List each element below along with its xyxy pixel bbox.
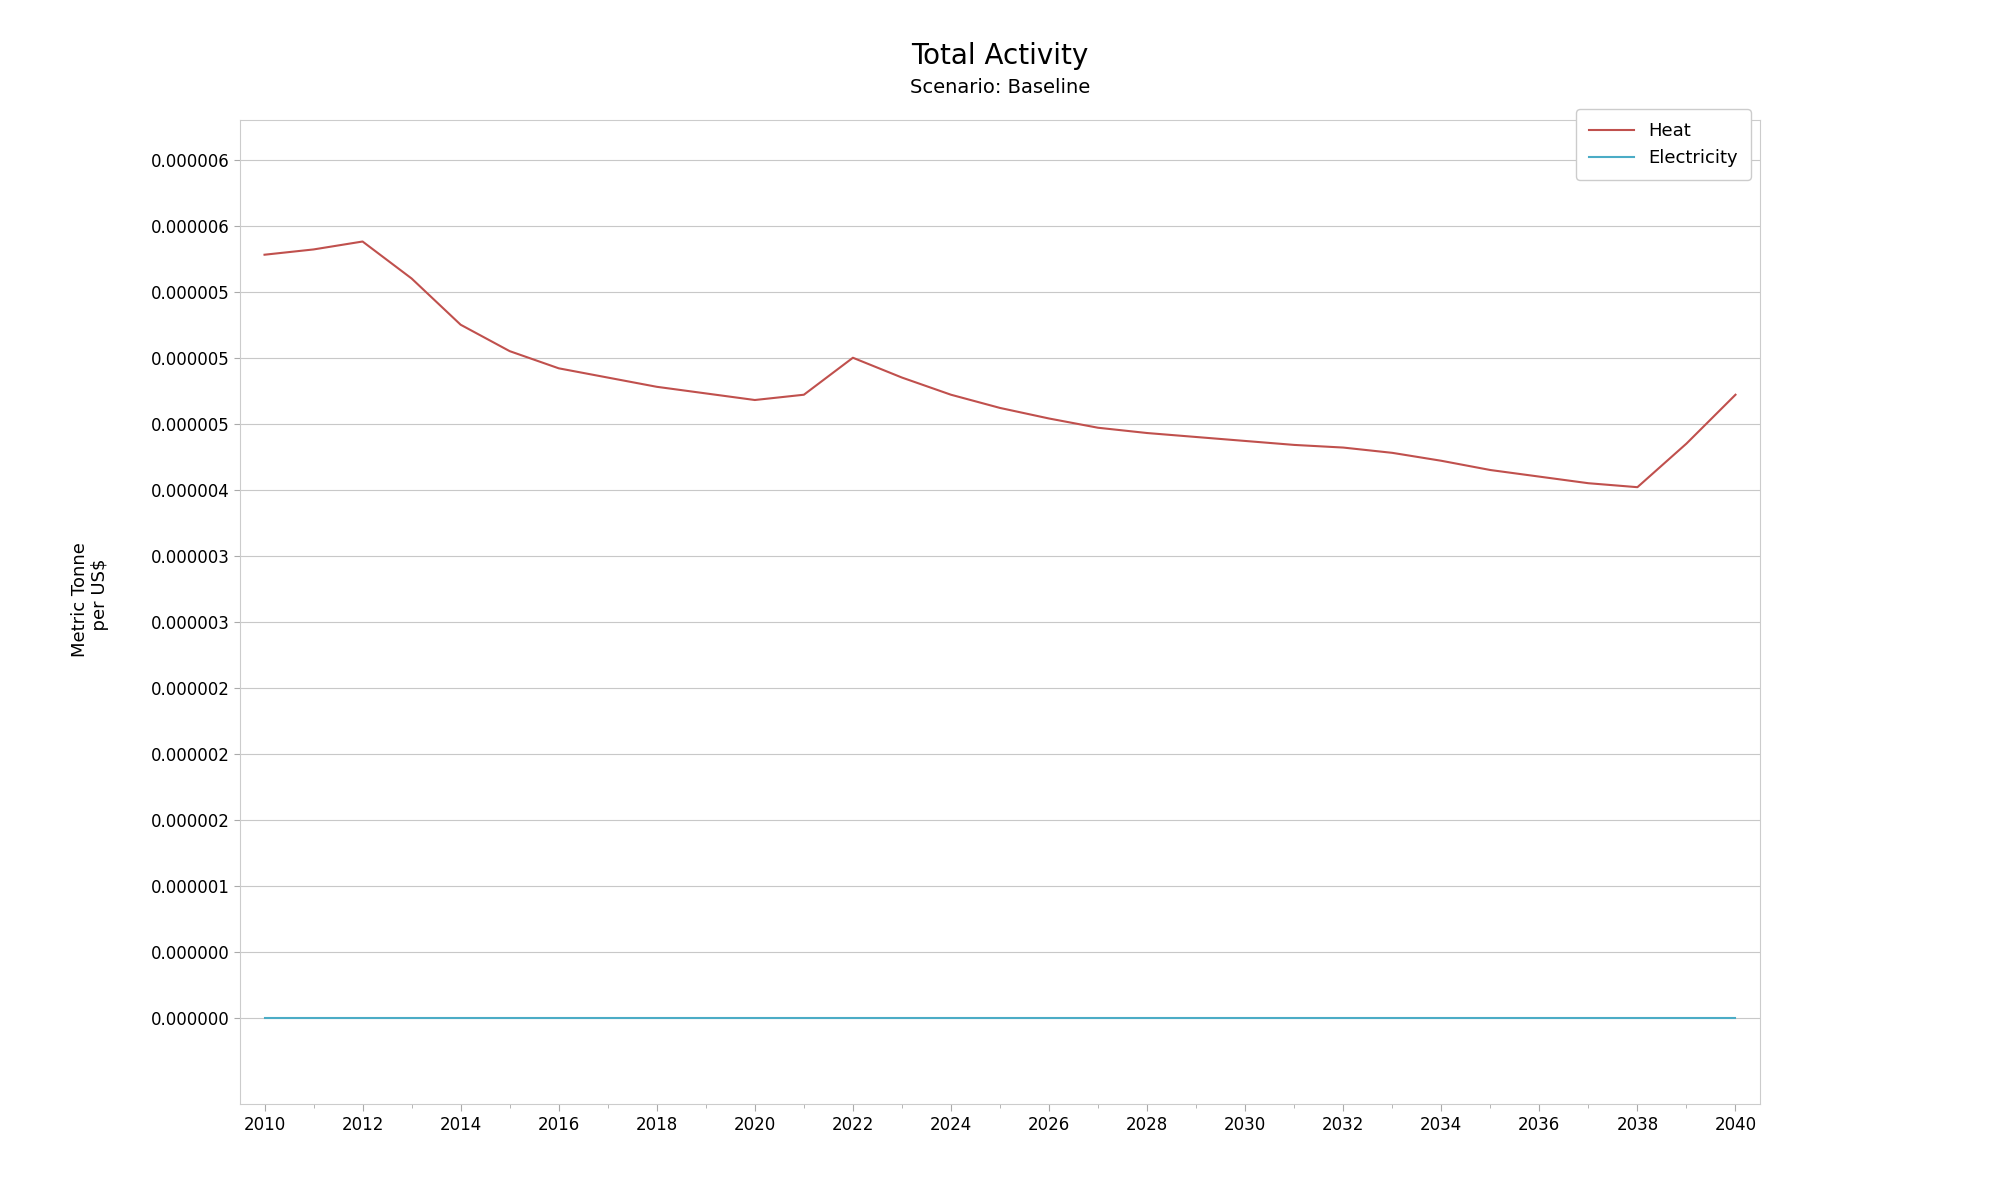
Heat <box>1380 445 1404 460</box>
Line: Heat: Heat <box>264 241 1736 487</box>
Heat <box>1282 438 1306 452</box>
Heat <box>1674 437 1698 451</box>
Electricity <box>1380 1010 1404 1025</box>
Text: Scenario: Baseline: Scenario: Baseline <box>910 78 1090 97</box>
Electricity <box>938 1010 962 1025</box>
Electricity <box>1038 1010 1062 1025</box>
Heat <box>988 401 1012 415</box>
Electricity <box>1576 1010 1600 1025</box>
Heat <box>596 371 620 385</box>
Heat <box>350 234 374 248</box>
Heat <box>1430 454 1454 468</box>
Electricity <box>1528 1010 1552 1025</box>
Electricity <box>742 1010 766 1025</box>
Heat <box>890 371 914 385</box>
Electricity <box>400 1010 424 1025</box>
Heat <box>1576 476 1600 491</box>
Heat <box>792 388 816 402</box>
Heat <box>938 388 962 402</box>
Electricity <box>498 1010 522 1025</box>
Electricity <box>448 1010 472 1025</box>
Electricity <box>644 1010 668 1025</box>
Heat <box>1724 388 1748 402</box>
Text: Total Activity: Total Activity <box>912 42 1088 70</box>
Electricity <box>1430 1010 1454 1025</box>
Electricity <box>302 1010 326 1025</box>
Electricity <box>694 1010 718 1025</box>
Electricity <box>1724 1010 1748 1025</box>
Electricity <box>1136 1010 1160 1025</box>
Heat <box>840 350 864 365</box>
Electricity <box>1674 1010 1698 1025</box>
Electricity <box>596 1010 620 1025</box>
Heat <box>742 392 766 407</box>
Electricity <box>252 1010 276 1025</box>
Electricity <box>1626 1010 1650 1025</box>
Electricity <box>988 1010 1012 1025</box>
Electricity <box>350 1010 374 1025</box>
Electricity <box>1332 1010 1356 1025</box>
Electricity <box>1478 1010 1502 1025</box>
Heat <box>400 271 424 286</box>
Heat <box>694 386 718 401</box>
Heat <box>546 361 570 376</box>
Electricity <box>792 1010 816 1025</box>
Electricity <box>1282 1010 1306 1025</box>
Heat <box>302 242 326 257</box>
Heat <box>1086 420 1110 434</box>
Heat <box>1332 440 1356 455</box>
Heat <box>1234 433 1258 448</box>
Heat <box>1136 426 1160 440</box>
Text: Metric Tonne
  per US$: Metric Tonne per US$ <box>70 542 110 658</box>
Heat <box>1478 463 1502 478</box>
Heat <box>252 247 276 262</box>
Electricity <box>1086 1010 1110 1025</box>
Electricity <box>890 1010 914 1025</box>
Heat <box>1528 469 1552 484</box>
Heat <box>498 344 522 359</box>
Heat <box>1184 430 1208 444</box>
Electricity <box>1234 1010 1258 1025</box>
Electricity <box>1184 1010 1208 1025</box>
Heat <box>448 318 472 332</box>
Electricity <box>546 1010 570 1025</box>
Legend: Heat, Electricity: Heat, Electricity <box>1576 109 1750 180</box>
Heat <box>644 379 668 394</box>
Heat <box>1626 480 1650 494</box>
Electricity <box>840 1010 864 1025</box>
Heat <box>1038 412 1062 426</box>
